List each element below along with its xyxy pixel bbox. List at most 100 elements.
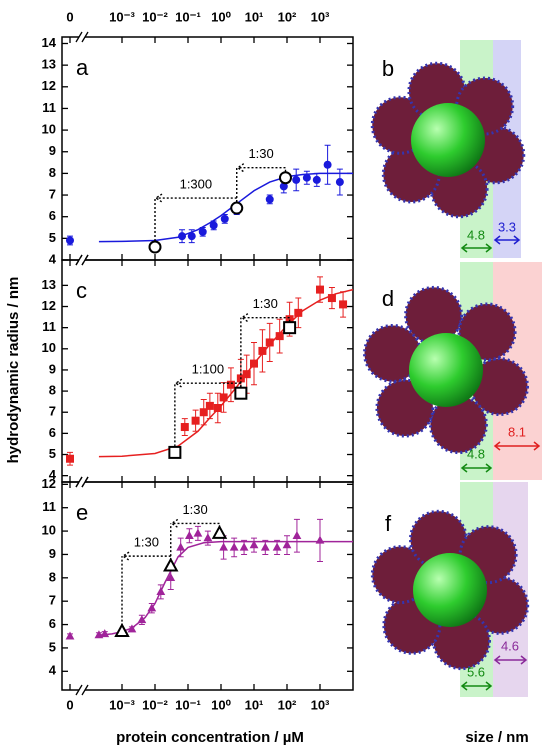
x-tick-label: 10⁻² (142, 9, 168, 24)
panel-label: e (76, 500, 88, 525)
data-point (181, 423, 189, 431)
data-point (293, 531, 302, 539)
data-point (137, 615, 146, 623)
data-point (206, 402, 214, 410)
y-tick-label: 9 (49, 361, 56, 376)
data-point (250, 360, 258, 368)
y-tick-label: 10 (42, 523, 56, 538)
core-size: 4.8 (467, 227, 485, 242)
x-tick-label: 10⁻³ (109, 697, 135, 712)
data-point (324, 161, 332, 169)
figure: hydrodynamic radius / nm protein concent… (0, 0, 542, 749)
data-point (199, 228, 207, 236)
data-point (243, 370, 251, 378)
x-tick-label: 10⁻³ (109, 9, 135, 24)
x-tick-label: 10⁰ (211, 9, 231, 24)
y-tick-label: 5 (49, 446, 56, 461)
panel-label: b (382, 56, 394, 81)
core-sphere (411, 103, 485, 177)
y-tick-label: 6 (49, 208, 56, 223)
data-point (266, 195, 274, 203)
y-tick-label: 4 (49, 663, 57, 678)
data-point (214, 404, 222, 412)
fit-curve (99, 173, 353, 241)
data-point (156, 587, 165, 595)
core-sphere (409, 333, 483, 407)
x-tick-label: 0 (66, 697, 73, 712)
y-tick-label: 10 (42, 122, 56, 137)
y-tick-label: 7 (49, 593, 56, 608)
data-point (66, 455, 74, 463)
core-size: 5.6 (467, 664, 485, 679)
open-marker (169, 447, 180, 458)
data-point (294, 309, 302, 317)
x-tick-label: 10⁻¹ (175, 697, 201, 712)
x-tick-label: 10³ (311, 9, 330, 24)
panel-label: f (385, 511, 392, 536)
y-tick-label: 11 (42, 319, 56, 334)
core-sphere (413, 553, 487, 627)
data-point (185, 531, 194, 539)
fit-curve (99, 290, 353, 457)
y-tick-label: 8 (49, 569, 56, 584)
x-tick-label: 0 (66, 9, 73, 24)
ratio-label: 1:300 (180, 176, 213, 191)
ratio-arrow (238, 164, 286, 172)
data-point (292, 176, 300, 184)
data-point (230, 543, 239, 551)
x-tick-label: 10² (278, 9, 297, 24)
plot-frame (62, 37, 353, 260)
data-point (203, 533, 212, 541)
y-tick-label: 5 (49, 230, 56, 245)
open-marker (231, 203, 242, 214)
data-point (273, 543, 282, 551)
y-tick-label: 14 (42, 35, 57, 50)
x-tick-label: 10⁻¹ (175, 9, 201, 24)
data-point (313, 176, 321, 184)
data-point (276, 332, 284, 340)
data-point (66, 237, 74, 245)
ratio-arrow (123, 552, 171, 560)
open-marker (213, 527, 225, 538)
ratio-label: 1:30 (248, 146, 273, 161)
x-tick-label: 10⁻² (142, 697, 168, 712)
x-axis-title: protein concentration / µM (116, 729, 304, 746)
x-tick-label: 10² (278, 697, 297, 712)
ratio-arrow (156, 194, 237, 202)
data-point (316, 536, 325, 544)
y-tick-label: 8 (49, 383, 56, 398)
ratio-label: 1:30 (182, 502, 207, 517)
data-point (219, 543, 228, 551)
y-tick-label: 12 (42, 78, 56, 93)
panel-label: d (382, 286, 394, 311)
data-point (258, 347, 266, 355)
data-point (178, 232, 186, 240)
y-tick-label: 6 (49, 616, 56, 631)
panel-label: a (76, 55, 89, 80)
size-axis-title: size / nm (465, 729, 528, 746)
x-tick-label: 10¹ (245, 9, 264, 24)
y-tick-label: 9 (49, 546, 56, 561)
y-tick-label: 11 (42, 499, 56, 514)
shell-size: 8.1 (508, 424, 526, 439)
y-tick-label: 12 (42, 476, 56, 491)
data-point (220, 393, 228, 401)
ratio-label: 1:30 (134, 535, 159, 550)
y-tick-label: 5 (49, 639, 56, 654)
y-tick-label: 13 (42, 277, 56, 292)
y-axis-title: hydrodynamic radius / nm (5, 277, 22, 464)
ratio-label: 1:100 (192, 362, 225, 377)
y-tick-label: 6 (49, 425, 56, 440)
data-point (192, 417, 200, 425)
data-point (240, 543, 249, 551)
y-tick-label: 13 (42, 57, 56, 72)
shell-size: 4.6 (501, 638, 519, 653)
data-point (316, 286, 324, 294)
open-marker (235, 388, 246, 399)
y-tick-label: 9 (49, 143, 56, 158)
data-point (66, 631, 75, 639)
data-point (336, 178, 344, 186)
y-tick-label: 7 (49, 404, 56, 419)
core-size: 4.8 (467, 446, 485, 461)
x-tick-label: 10⁰ (211, 697, 231, 712)
